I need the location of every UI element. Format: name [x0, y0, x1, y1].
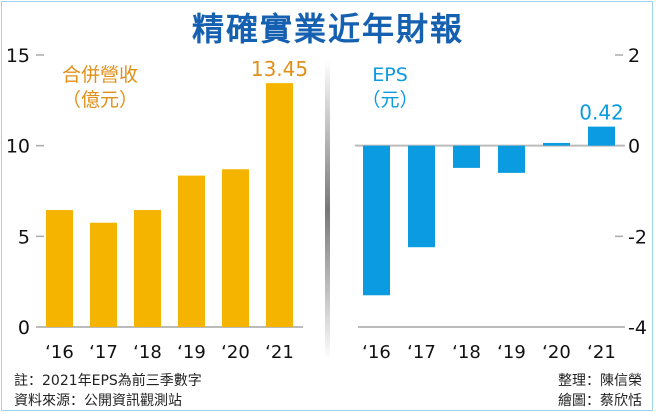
bar-eps-0 — [363, 145, 390, 296]
bar-eps-4 — [543, 142, 570, 146]
editor-credit: 整理：陳信榮 — [558, 373, 642, 389]
y-tick-label: 10 — [6, 136, 30, 158]
x-tick-label: ‘18 — [452, 342, 481, 363]
x-tick-label: ‘19 — [177, 342, 206, 363]
series-label: 合併營收 — [62, 64, 138, 86]
x-tick-label: ‘20 — [542, 342, 571, 363]
data-label: 13.45 — [251, 57, 308, 81]
bar-eps-1 — [408, 145, 435, 248]
source-note: 資料來源：公開資訊觀測站 — [14, 393, 182, 409]
footnote: 註：2021年EPS為前三季數字 — [14, 373, 202, 389]
y-tick-label: -2 — [628, 226, 647, 248]
y-tick-label: 2 — [628, 45, 640, 67]
bar-eps-2 — [453, 145, 480, 168]
series-unit-label: （元） — [361, 89, 418, 111]
x-tick-label: ‘21 — [587, 342, 616, 363]
x-tick-label: ‘19 — [497, 342, 526, 363]
bar-rev-4 — [222, 169, 249, 327]
bar-rev-3 — [178, 175, 205, 327]
y-tick-label: 0 — [628, 136, 640, 158]
bar-rev-5 — [266, 83, 293, 328]
y-tick-label: -4 — [628, 317, 647, 339]
data-label: 0.42 — [579, 101, 624, 125]
series-label: EPS — [372, 64, 408, 86]
panel-divider — [325, 60, 330, 360]
x-tick-label: ‘16 — [45, 342, 74, 363]
x-tick-label: ‘17 — [89, 342, 118, 363]
bar-eps-3 — [498, 145, 525, 173]
bar-rev-1 — [90, 222, 117, 327]
artist-credit: 繪圖：蔡欣恬 — [558, 393, 642, 409]
x-tick-label: ‘21 — [265, 342, 294, 363]
bar-rev-2 — [134, 210, 161, 327]
chart-title: 精確實業近年財報 — [191, 10, 464, 48]
bar-rev-0 — [46, 210, 73, 327]
x-tick-label: ‘18 — [133, 342, 162, 363]
x-tick-label: ‘16 — [362, 342, 391, 363]
series-unit-label: （億元） — [62, 89, 138, 111]
x-tick-label: ‘20 — [221, 342, 250, 363]
x-tick-label: ‘17 — [407, 342, 436, 363]
y-tick-label: 15 — [6, 45, 30, 67]
bar-eps-5 — [588, 126, 615, 146]
y-tick-label: 5 — [18, 226, 30, 248]
y-tick-label: 0 — [18, 317, 30, 339]
